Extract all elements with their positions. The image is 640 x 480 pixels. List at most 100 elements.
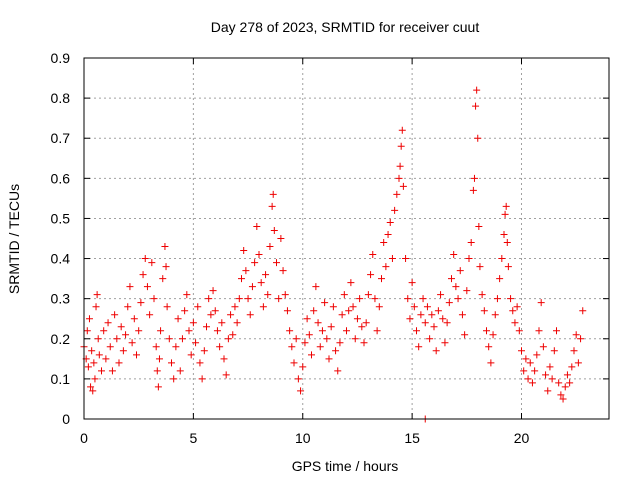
data-point (102, 355, 110, 363)
data-point (441, 339, 449, 347)
data-point (168, 359, 175, 367)
data-point (496, 275, 504, 283)
data-point (338, 311, 346, 319)
data-point (94, 335, 102, 343)
data-point (135, 327, 143, 335)
data-point (391, 206, 399, 214)
x-tick-label: 5 (189, 430, 197, 446)
data-point (417, 311, 425, 319)
data-point (577, 335, 585, 343)
data-point (240, 247, 248, 255)
data-point (535, 327, 543, 335)
data-point (555, 379, 563, 387)
data-point (408, 279, 416, 287)
data-point (489, 331, 497, 339)
y-tick-label: 0.3 (51, 291, 71, 307)
data-point (108, 367, 116, 375)
data-point (347, 279, 355, 287)
data-point (85, 315, 93, 323)
data-point (83, 327, 91, 335)
data-point (501, 210, 509, 218)
data-point (358, 323, 366, 331)
data-point (524, 375, 532, 383)
y-tick-label: 0.9 (51, 50, 71, 66)
data-point (386, 218, 394, 226)
data-point (410, 303, 418, 311)
data-point (290, 359, 298, 367)
data-point (220, 355, 228, 363)
data-point (292, 335, 300, 343)
data-point (117, 323, 125, 331)
data-point (475, 222, 483, 230)
data-point (277, 235, 285, 242)
y-tick-label: 0.6 (51, 170, 71, 186)
data-point (467, 239, 475, 247)
data-point (473, 86, 481, 94)
data-point (146, 311, 154, 319)
data-point (478, 291, 486, 299)
data-point (155, 355, 163, 363)
data-point (491, 311, 499, 319)
data-point (303, 315, 311, 323)
data-point (137, 299, 145, 307)
data-point (498, 255, 506, 263)
data-point (203, 323, 210, 331)
data-point (163, 303, 171, 311)
data-point (200, 347, 208, 355)
data-point (316, 343, 324, 351)
chart-title: Day 278 of 2023, SRMTID for receiver cuu… (211, 19, 480, 35)
data-point (257, 279, 265, 287)
data-point (115, 359, 123, 367)
data-point (314, 319, 322, 327)
data-point (270, 226, 278, 234)
data-point (222, 371, 230, 379)
data-point (130, 315, 138, 323)
data-point (310, 307, 318, 315)
data-point (415, 343, 423, 351)
data-point (235, 295, 243, 303)
data-point (452, 283, 460, 291)
data-point (443, 319, 451, 327)
data-point (141, 255, 149, 263)
data-point (95, 351, 103, 359)
data-point (161, 243, 169, 251)
data-point (413, 327, 420, 335)
data-point (480, 307, 488, 315)
data-point (513, 303, 521, 311)
data-point (106, 343, 114, 351)
data-point (242, 267, 250, 275)
data-point (474, 134, 482, 142)
data-point (89, 387, 97, 395)
data-point (393, 190, 401, 198)
data-point (98, 367, 105, 375)
data-point (273, 259, 280, 267)
data-point (548, 375, 556, 383)
data-point (511, 319, 519, 327)
data-point (170, 375, 178, 383)
data-point (251, 259, 259, 267)
data-point (248, 283, 256, 291)
data-point (213, 327, 221, 335)
y-tick-label: 0.1 (51, 371, 71, 387)
data-point (500, 230, 508, 238)
data-point (371, 295, 379, 303)
data-point (568, 363, 576, 371)
data-point (93, 291, 101, 299)
data-point (279, 267, 287, 275)
y-axis-title: SRMTID / TECUs (6, 184, 22, 294)
data-point (327, 323, 335, 331)
data-point (91, 375, 99, 383)
data-point (437, 291, 445, 299)
data-point (522, 355, 530, 363)
data-point (434, 307, 442, 315)
data-point (369, 251, 377, 259)
data-point (557, 391, 565, 399)
grid (84, 58, 609, 419)
data-point (262, 271, 270, 279)
data-point (388, 255, 396, 263)
data-point (253, 222, 261, 230)
data-point (561, 383, 569, 391)
data-point (378, 275, 385, 283)
data-point (423, 303, 431, 311)
data-point (509, 307, 517, 315)
